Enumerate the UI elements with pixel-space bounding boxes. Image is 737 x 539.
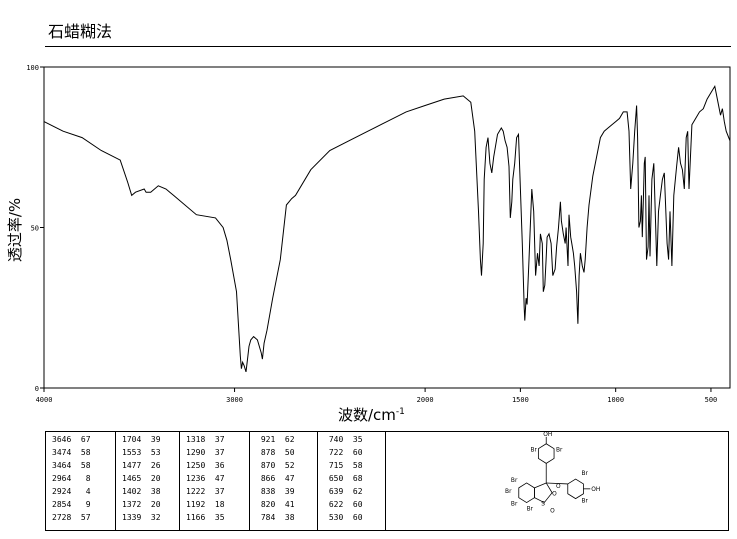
x-tick-label: 3000: [226, 396, 243, 404]
peak-table-row: 1372 20: [122, 500, 161, 509]
atom-label: Br: [582, 471, 589, 477]
x-tick-label: 500: [705, 396, 718, 404]
peak-table-row: 3474 58: [52, 448, 91, 457]
spectrum-line: [43, 84, 731, 373]
peak-table-row: 3646 67: [52, 435, 91, 444]
peak-table-column: 1704 39 1553 53 1477 26 1465 20 1402 38 1372 …: [116, 432, 180, 530]
y-axis-label: 透过率/%: [6, 198, 24, 262]
peak-table-column: 921 62 878 50 870 52 866 47 838 39 820 4…: [250, 432, 318, 530]
peak-table-column: 3646 67 3474 58 3464 58 2964 8 2924 4 2854 9 2…: [46, 432, 116, 530]
peak-table: 3646 67 3474 58 3464 58 2964 8 2924 4 2854 9 2…: [45, 431, 729, 531]
atom-label: O: [550, 508, 555, 514]
y-axis-ticks: 0 50 100: [26, 64, 44, 393]
peak-table-row: 3464 58: [52, 461, 91, 470]
y-tick-label: 50: [31, 225, 39, 233]
atom-label: O: [552, 492, 557, 498]
peak-table-row: 1477 26: [122, 461, 161, 470]
peak-table-row: 2728 57: [52, 513, 91, 522]
x-tick-label: 4000: [36, 396, 53, 404]
peak-table-row: 639 62: [324, 487, 363, 496]
peak-table-row: 1402 38: [122, 487, 161, 496]
atom-label: Br: [511, 502, 518, 508]
peak-table-row: 722 60: [324, 448, 363, 457]
atom-label: Br: [556, 448, 563, 454]
peak-table-column: 1318 37 1290 37 1250 36 1236 47 1222 37 1192 …: [180, 432, 250, 530]
atom-label: S: [541, 502, 545, 508]
x-axis-ticks: 4000 3000 2000 1500 1000 500: [36, 388, 718, 404]
peak-table-row: 784 38: [256, 513, 295, 522]
y-tick-label: 100: [26, 64, 39, 72]
peak-table-row: 820 41: [256, 500, 295, 509]
peak-table-row: 650 68: [324, 474, 363, 483]
peak-table-row: 870 52: [256, 461, 295, 470]
peak-table-row: 2854 9: [52, 500, 91, 509]
atom-label: Br: [511, 478, 518, 484]
peak-table-row: 1318 37: [186, 435, 225, 444]
peak-table-row: 1339 32: [122, 513, 161, 522]
peak-table-row: 2924 4: [52, 487, 91, 496]
x-tick-label: 1500: [512, 396, 529, 404]
peak-table-row: 1222 37: [186, 487, 225, 496]
peak-table-row: 2964 8: [52, 474, 91, 483]
peak-table-row: 740 35: [324, 435, 363, 444]
peak-table-row: 1236 47: [186, 474, 225, 483]
peak-table-row: 1290 37: [186, 448, 225, 457]
peak-table-row: 838 39: [256, 487, 295, 496]
peak-table-row: 715 58: [324, 461, 363, 470]
peak-table-row: 1465 20: [122, 474, 161, 483]
peak-table-row: 921 62: [256, 435, 295, 444]
x-axis-label: 波数/cm-1: [338, 406, 405, 424]
peak-table-row: 1166 35: [186, 513, 225, 522]
atom-label: O: [556, 484, 561, 490]
x-tick-label: 1000: [607, 396, 624, 404]
peak-table-row: 878 50: [256, 448, 295, 457]
peak-table-row: 622 60: [324, 500, 363, 509]
peak-table-row: 1704 39: [122, 435, 161, 444]
peak-table-column: 740 35 722 60 715 58 650 68 639 62 622 6…: [318, 432, 386, 530]
peak-table-row: 866 47: [256, 474, 295, 483]
peak-table-row: 1250 36: [186, 461, 225, 470]
atom-label: Br: [527, 506, 534, 512]
atom-label: Br: [505, 489, 512, 495]
ir-spectrum-chart: 4000 3000 2000 1500 1000 500 0 50 100 波数/cm-1 透…: [6, 64, 731, 424]
peak-table-row: 530 60: [324, 513, 363, 522]
y-tick-label: 0: [35, 385, 39, 393]
atom-label: OH: [591, 487, 600, 493]
page-title: 石蜡糊法: [48, 22, 113, 41]
peak-table-row: 1192 18: [186, 500, 225, 509]
x-tick-label: 2000: [417, 396, 434, 404]
title-divider: [45, 46, 731, 47]
peak-table-row: 1553 53: [122, 448, 161, 457]
atom-label: Br: [582, 499, 589, 505]
atom-label: OH: [543, 432, 552, 438]
atom-label: Br: [531, 448, 538, 454]
